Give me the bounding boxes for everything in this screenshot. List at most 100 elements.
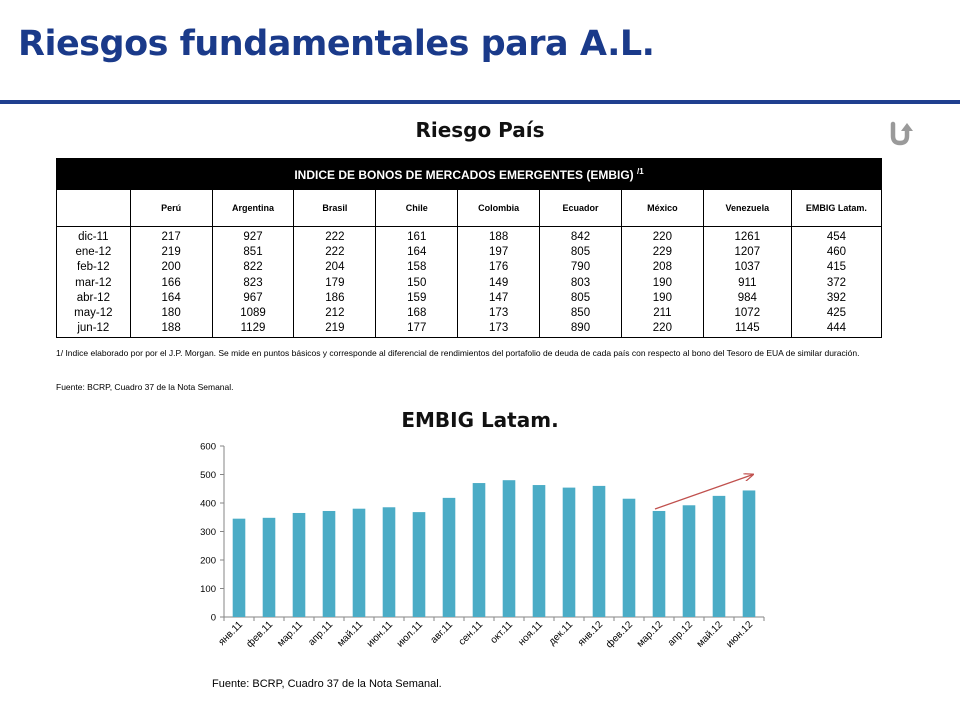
table-cell: 444 <box>826 322 846 335</box>
table-cell: 842 <box>570 231 591 243</box>
bar <box>742 490 756 617</box>
x-tick-label: фев.11 <box>244 618 276 650</box>
x-tick-label: мар.12 <box>635 619 666 650</box>
bar <box>472 483 486 617</box>
column-header: México <box>620 189 704 227</box>
table-cell: 173 <box>489 306 509 319</box>
table-cell: 222 <box>325 246 345 259</box>
x-tick-label: мар.11 <box>275 619 305 649</box>
x-tick-label: янв.11 <box>217 619 246 648</box>
bar <box>442 497 456 617</box>
table-cell: 850 <box>570 306 591 319</box>
table-cell: 851 <box>243 246 263 259</box>
column-header: Brasil <box>293 189 377 227</box>
table-cell: 150 <box>407 276 427 289</box>
x-tick-label: май.11 <box>335 619 365 649</box>
x-tick-label: июл.11 <box>395 619 426 650</box>
table-cell: 197 <box>489 246 509 259</box>
table-cell: 803 <box>570 276 591 289</box>
column-header <box>56 189 131 227</box>
table-cell: 984 <box>737 291 757 304</box>
table-column-values: 927 851 822 823 967 1089 1129 <box>211 226 295 339</box>
table-cell: 222 <box>325 231 345 243</box>
y-tick-label: 400 <box>200 499 216 510</box>
title-divider <box>0 100 960 104</box>
section-title-riesgo-pais: Riesgo País <box>415 118 545 142</box>
column-header: Argentina <box>211 189 295 227</box>
table-cell: 1072 <box>734 306 761 319</box>
bar <box>532 485 546 617</box>
x-tick-label: апр.11 <box>306 619 335 648</box>
table-cell: 454 <box>826 231 846 243</box>
table-cell: 805 <box>570 291 591 304</box>
table-cell: dic-11 <box>78 231 109 243</box>
return-arrow-icon[interactable] <box>885 118 915 148</box>
table-column-values: 454 460 415 372 392 425 444 <box>790 226 883 339</box>
bar <box>682 505 696 617</box>
column-header: Ecuador <box>539 189 622 227</box>
table-cell: 161 <box>407 231 427 243</box>
page-title: Riesgos fundamentales para A.L. <box>18 24 655 64</box>
table-cell: 219 <box>325 322 345 335</box>
chart-source: Fuente: BCRP, Cuadro 37 de la Nota Seman… <box>212 678 442 690</box>
table-cell: 220 <box>652 231 672 243</box>
x-tick-label: июн.12 <box>724 619 755 650</box>
table-cell: 176 <box>489 261 509 274</box>
table-cell: 460 <box>826 246 846 259</box>
table-cell: 1129 <box>240 322 266 335</box>
x-tick-label: апр.12 <box>666 619 696 649</box>
table-cell: mar-12 <box>75 276 112 289</box>
table-cell: 220 <box>652 322 672 335</box>
table-cell: abr-12 <box>76 291 110 304</box>
table-column-values: 1261 1207 1037 911 984 1072 1145 <box>702 226 792 339</box>
table-cell: 177 <box>407 322 427 335</box>
table-column-values: 161 164 158 150 159 168 177 <box>375 226 459 339</box>
table-footnote: 1/ Indice elaborado por por el J.P. Morg… <box>56 348 860 358</box>
bar <box>352 508 366 617</box>
table-cell: 790 <box>570 261 591 274</box>
bar <box>622 498 636 617</box>
table-cell: 188 <box>161 322 181 335</box>
table-cell: 179 <box>325 276 345 289</box>
table-cell: 229 <box>652 246 672 259</box>
y-tick-label: 200 <box>200 556 216 567</box>
bar <box>412 512 426 617</box>
table-cell: ene-12 <box>75 246 112 259</box>
bar <box>562 487 576 617</box>
table-column-values: 842 805 790 803 805 850 890 <box>539 226 622 339</box>
column-header: Chile <box>375 189 459 227</box>
table-cell: 805 <box>570 246 591 259</box>
table-cell: 217 <box>161 231 181 243</box>
table-column-values: 217 219 200 166 164 180 188 <box>129 226 213 339</box>
table-cell: 190 <box>652 276 672 289</box>
bar <box>232 518 246 617</box>
x-tick-label: янв.12 <box>576 619 605 648</box>
column-header: Perú <box>129 189 213 227</box>
table-cell: 190 <box>652 291 672 304</box>
bar <box>652 510 666 617</box>
table-cell: 425 <box>826 306 846 319</box>
table-cell: 212 <box>325 306 345 319</box>
table-cell: 372 <box>826 276 846 289</box>
table-column-values: 220 229 208 190 190 211 220 <box>620 226 704 339</box>
table-column-values: 222 222 204 179 186 212 219 <box>293 226 377 339</box>
table-cell: 149 <box>489 276 509 289</box>
table-cell: 159 <box>407 291 427 304</box>
table-column-values: 188 197 176 149 147 173 173 <box>457 226 541 339</box>
table-cell: 392 <box>826 291 846 304</box>
x-tick-label: дек.11 <box>547 619 576 648</box>
table-cell: may-12 <box>74 306 113 319</box>
x-tick-label: июн.11 <box>365 619 396 650</box>
x-tick-label: ноя.11 <box>516 619 545 648</box>
table-cell: 823 <box>243 276 263 289</box>
table-cell: 208 <box>652 261 672 274</box>
table-cell: 188 <box>489 231 509 243</box>
column-header: EMBIG Latam. <box>790 189 883 227</box>
table-cell: feb-12 <box>77 261 110 274</box>
table-cell: 164 <box>407 246 427 259</box>
table-cell: 1089 <box>240 306 266 319</box>
y-tick-label: 100 <box>200 584 216 595</box>
x-tick-label: май.12 <box>695 619 726 650</box>
table-cell: 166 <box>161 276 181 289</box>
